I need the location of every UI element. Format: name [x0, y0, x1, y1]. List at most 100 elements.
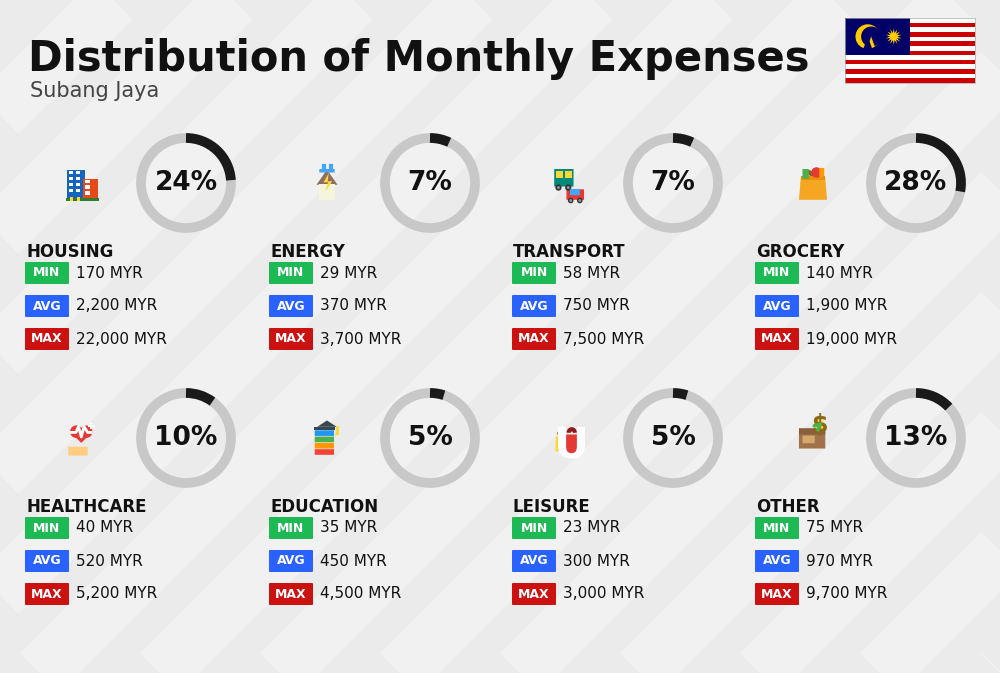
- FancyBboxPatch shape: [845, 55, 975, 60]
- Circle shape: [577, 198, 583, 203]
- Polygon shape: [324, 173, 332, 192]
- Text: MAX: MAX: [31, 588, 63, 600]
- FancyBboxPatch shape: [76, 188, 80, 192]
- Text: MIN: MIN: [33, 522, 61, 534]
- Text: MAX: MAX: [761, 332, 793, 345]
- Text: LEISURE: LEISURE: [513, 498, 591, 516]
- FancyBboxPatch shape: [69, 171, 73, 174]
- Text: AVG: AVG: [763, 555, 791, 567]
- Text: 40 MYR: 40 MYR: [76, 520, 133, 536]
- FancyBboxPatch shape: [269, 262, 313, 284]
- Text: Distribution of Monthly Expenses: Distribution of Monthly Expenses: [28, 38, 810, 80]
- FancyBboxPatch shape: [315, 430, 334, 436]
- FancyBboxPatch shape: [90, 423, 92, 429]
- Text: 1,900 MYR: 1,900 MYR: [806, 299, 887, 314]
- Text: 5%: 5%: [651, 425, 695, 451]
- FancyBboxPatch shape: [845, 41, 975, 46]
- Text: MAX: MAX: [275, 332, 307, 345]
- Circle shape: [578, 199, 581, 202]
- FancyBboxPatch shape: [76, 171, 80, 174]
- FancyBboxPatch shape: [70, 197, 72, 201]
- Text: 450 MYR: 450 MYR: [320, 553, 387, 569]
- Text: EDUCATION: EDUCATION: [270, 498, 378, 516]
- FancyBboxPatch shape: [799, 429, 825, 448]
- Text: 370 MYR: 370 MYR: [320, 299, 387, 314]
- FancyBboxPatch shape: [25, 328, 69, 350]
- FancyBboxPatch shape: [845, 46, 975, 50]
- FancyBboxPatch shape: [315, 437, 334, 442]
- Text: 75 MYR: 75 MYR: [806, 520, 863, 536]
- Text: 7%: 7%: [408, 170, 452, 196]
- Text: MIN: MIN: [277, 522, 305, 534]
- FancyBboxPatch shape: [319, 169, 335, 172]
- FancyBboxPatch shape: [845, 18, 910, 55]
- Polygon shape: [316, 170, 338, 185]
- FancyBboxPatch shape: [77, 197, 80, 201]
- Circle shape: [70, 425, 83, 438]
- Polygon shape: [886, 28, 902, 44]
- Text: 750 MYR: 750 MYR: [563, 299, 630, 314]
- Text: 520 MYR: 520 MYR: [76, 553, 143, 569]
- Text: MAX: MAX: [518, 332, 550, 345]
- Polygon shape: [564, 435, 580, 455]
- Text: 19,000 MYR: 19,000 MYR: [806, 332, 897, 347]
- Circle shape: [80, 425, 92, 438]
- FancyBboxPatch shape: [570, 189, 580, 195]
- FancyBboxPatch shape: [755, 517, 799, 539]
- FancyBboxPatch shape: [85, 191, 90, 195]
- FancyBboxPatch shape: [512, 328, 556, 350]
- Text: GROCERY: GROCERY: [756, 243, 844, 261]
- Wedge shape: [861, 26, 881, 46]
- Text: Subang Jaya: Subang Jaya: [30, 81, 159, 101]
- Circle shape: [557, 186, 560, 189]
- FancyBboxPatch shape: [269, 328, 313, 350]
- Text: MIN: MIN: [277, 267, 305, 279]
- Text: 3,700 MYR: 3,700 MYR: [320, 332, 401, 347]
- Polygon shape: [799, 178, 827, 200]
- FancyBboxPatch shape: [512, 262, 556, 284]
- Text: MIN: MIN: [763, 522, 791, 534]
- FancyBboxPatch shape: [845, 65, 975, 69]
- Circle shape: [811, 168, 822, 178]
- Text: 58 MYR: 58 MYR: [563, 266, 620, 281]
- Text: 7,500 MYR: 7,500 MYR: [563, 332, 644, 347]
- FancyBboxPatch shape: [269, 583, 313, 605]
- FancyBboxPatch shape: [76, 182, 80, 186]
- FancyBboxPatch shape: [845, 36, 975, 41]
- FancyBboxPatch shape: [845, 18, 975, 23]
- Circle shape: [555, 184, 562, 190]
- Text: TRANSPORT: TRANSPORT: [513, 243, 626, 261]
- FancyBboxPatch shape: [69, 188, 73, 192]
- FancyBboxPatch shape: [512, 295, 556, 317]
- FancyBboxPatch shape: [25, 550, 69, 572]
- FancyBboxPatch shape: [67, 170, 85, 200]
- Text: $: $: [811, 413, 828, 437]
- FancyBboxPatch shape: [85, 180, 90, 183]
- FancyBboxPatch shape: [845, 28, 975, 32]
- FancyBboxPatch shape: [269, 295, 313, 317]
- Text: MIN: MIN: [520, 267, 548, 279]
- Text: 170 MYR: 170 MYR: [76, 266, 143, 281]
- FancyBboxPatch shape: [512, 517, 556, 539]
- Text: MIN: MIN: [763, 267, 791, 279]
- Circle shape: [814, 419, 825, 430]
- Text: MIN: MIN: [33, 267, 61, 279]
- FancyBboxPatch shape: [845, 69, 975, 74]
- FancyBboxPatch shape: [845, 74, 975, 78]
- FancyBboxPatch shape: [554, 169, 574, 186]
- Text: 4,500 MYR: 4,500 MYR: [320, 586, 401, 602]
- Text: 300 MYR: 300 MYR: [563, 553, 630, 569]
- Circle shape: [568, 198, 574, 203]
- FancyBboxPatch shape: [755, 262, 799, 284]
- FancyBboxPatch shape: [512, 583, 556, 605]
- Text: AVG: AVG: [763, 299, 791, 312]
- FancyBboxPatch shape: [25, 295, 69, 317]
- Text: 5%: 5%: [408, 425, 452, 451]
- Text: 28%: 28%: [884, 170, 948, 196]
- Text: 9,700 MYR: 9,700 MYR: [806, 586, 887, 602]
- FancyBboxPatch shape: [566, 189, 584, 200]
- Circle shape: [335, 432, 339, 435]
- FancyBboxPatch shape: [315, 449, 334, 455]
- FancyBboxPatch shape: [799, 428, 825, 435]
- Text: MAX: MAX: [31, 332, 63, 345]
